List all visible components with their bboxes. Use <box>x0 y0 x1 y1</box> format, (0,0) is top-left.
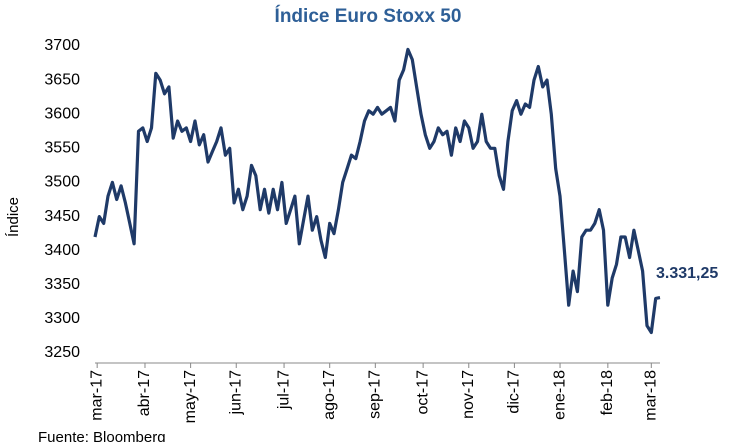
x-tick-label: feb-18 <box>599 370 616 415</box>
y-tick-label: 3450 <box>44 208 80 225</box>
x-tick-label: oct-17 <box>414 370 431 415</box>
x-tick-label: ene-18 <box>551 370 568 420</box>
y-tick-label: 3300 <box>44 310 80 327</box>
series-line <box>93 47 661 335</box>
x-tick-label: jun-17 <box>227 370 244 416</box>
y-tick-label: 3400 <box>44 242 80 259</box>
chart-title: Índice Euro Stoxx 50 <box>275 5 462 27</box>
y-axis-label: Índice <box>5 197 22 237</box>
y-tick-label: 3650 <box>44 71 80 88</box>
y-tick-label: 3350 <box>44 276 80 293</box>
x-tick-label: ago-17 <box>321 370 338 420</box>
x-tick-label: mar-18 <box>643 370 660 421</box>
x-tick-label: mar-17 <box>88 370 105 421</box>
y-tick-label: 3250 <box>44 344 80 361</box>
x-tick-label: jul-17 <box>275 370 292 410</box>
end-value-label: 3.331,25 <box>656 265 718 282</box>
y-tick-label: 3700 <box>44 37 80 54</box>
x-tick-label: nov-17 <box>460 370 477 419</box>
y-tick-label: 3500 <box>44 174 80 191</box>
x-tick-label: abr-17 <box>136 370 153 416</box>
x-tick-label: dic-17 <box>506 370 523 414</box>
y-tick-label: 3600 <box>44 105 80 122</box>
x-tick-label: may-17 <box>182 370 199 423</box>
x-tick-label: sep-17 <box>367 370 384 419</box>
y-tick-label: 3550 <box>44 140 80 157</box>
source-note: Fuente: Bloomberg <box>38 429 166 442</box>
